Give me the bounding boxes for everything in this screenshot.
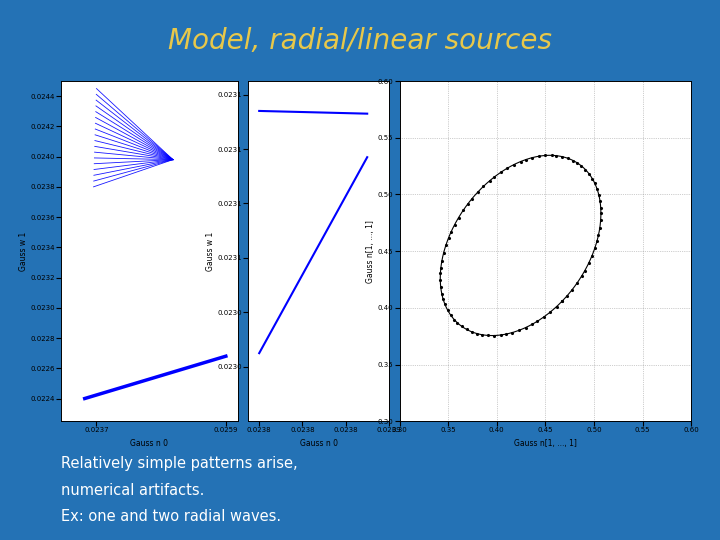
Y-axis label: Gauss w 1: Gauss w 1 bbox=[19, 232, 27, 271]
Text: Ex: one and two radial waves.: Ex: one and two radial waves. bbox=[61, 509, 282, 524]
Text: Relatively simple patterns arise,: Relatively simple patterns arise, bbox=[61, 456, 298, 471]
Y-axis label: Gauss n[1, ..., 1]: Gauss n[1, ..., 1] bbox=[366, 220, 375, 282]
X-axis label: Gauss n 0: Gauss n 0 bbox=[130, 439, 168, 448]
X-axis label: Gauss n[1, ..., 1]: Gauss n[1, ..., 1] bbox=[514, 439, 577, 448]
X-axis label: Gauss n 0: Gauss n 0 bbox=[300, 439, 338, 448]
Text: numerical artifacts.: numerical artifacts. bbox=[61, 483, 204, 498]
Text: Model, radial/linear sources: Model, radial/linear sources bbox=[168, 26, 552, 55]
Y-axis label: Gauss w 1: Gauss w 1 bbox=[206, 232, 215, 271]
